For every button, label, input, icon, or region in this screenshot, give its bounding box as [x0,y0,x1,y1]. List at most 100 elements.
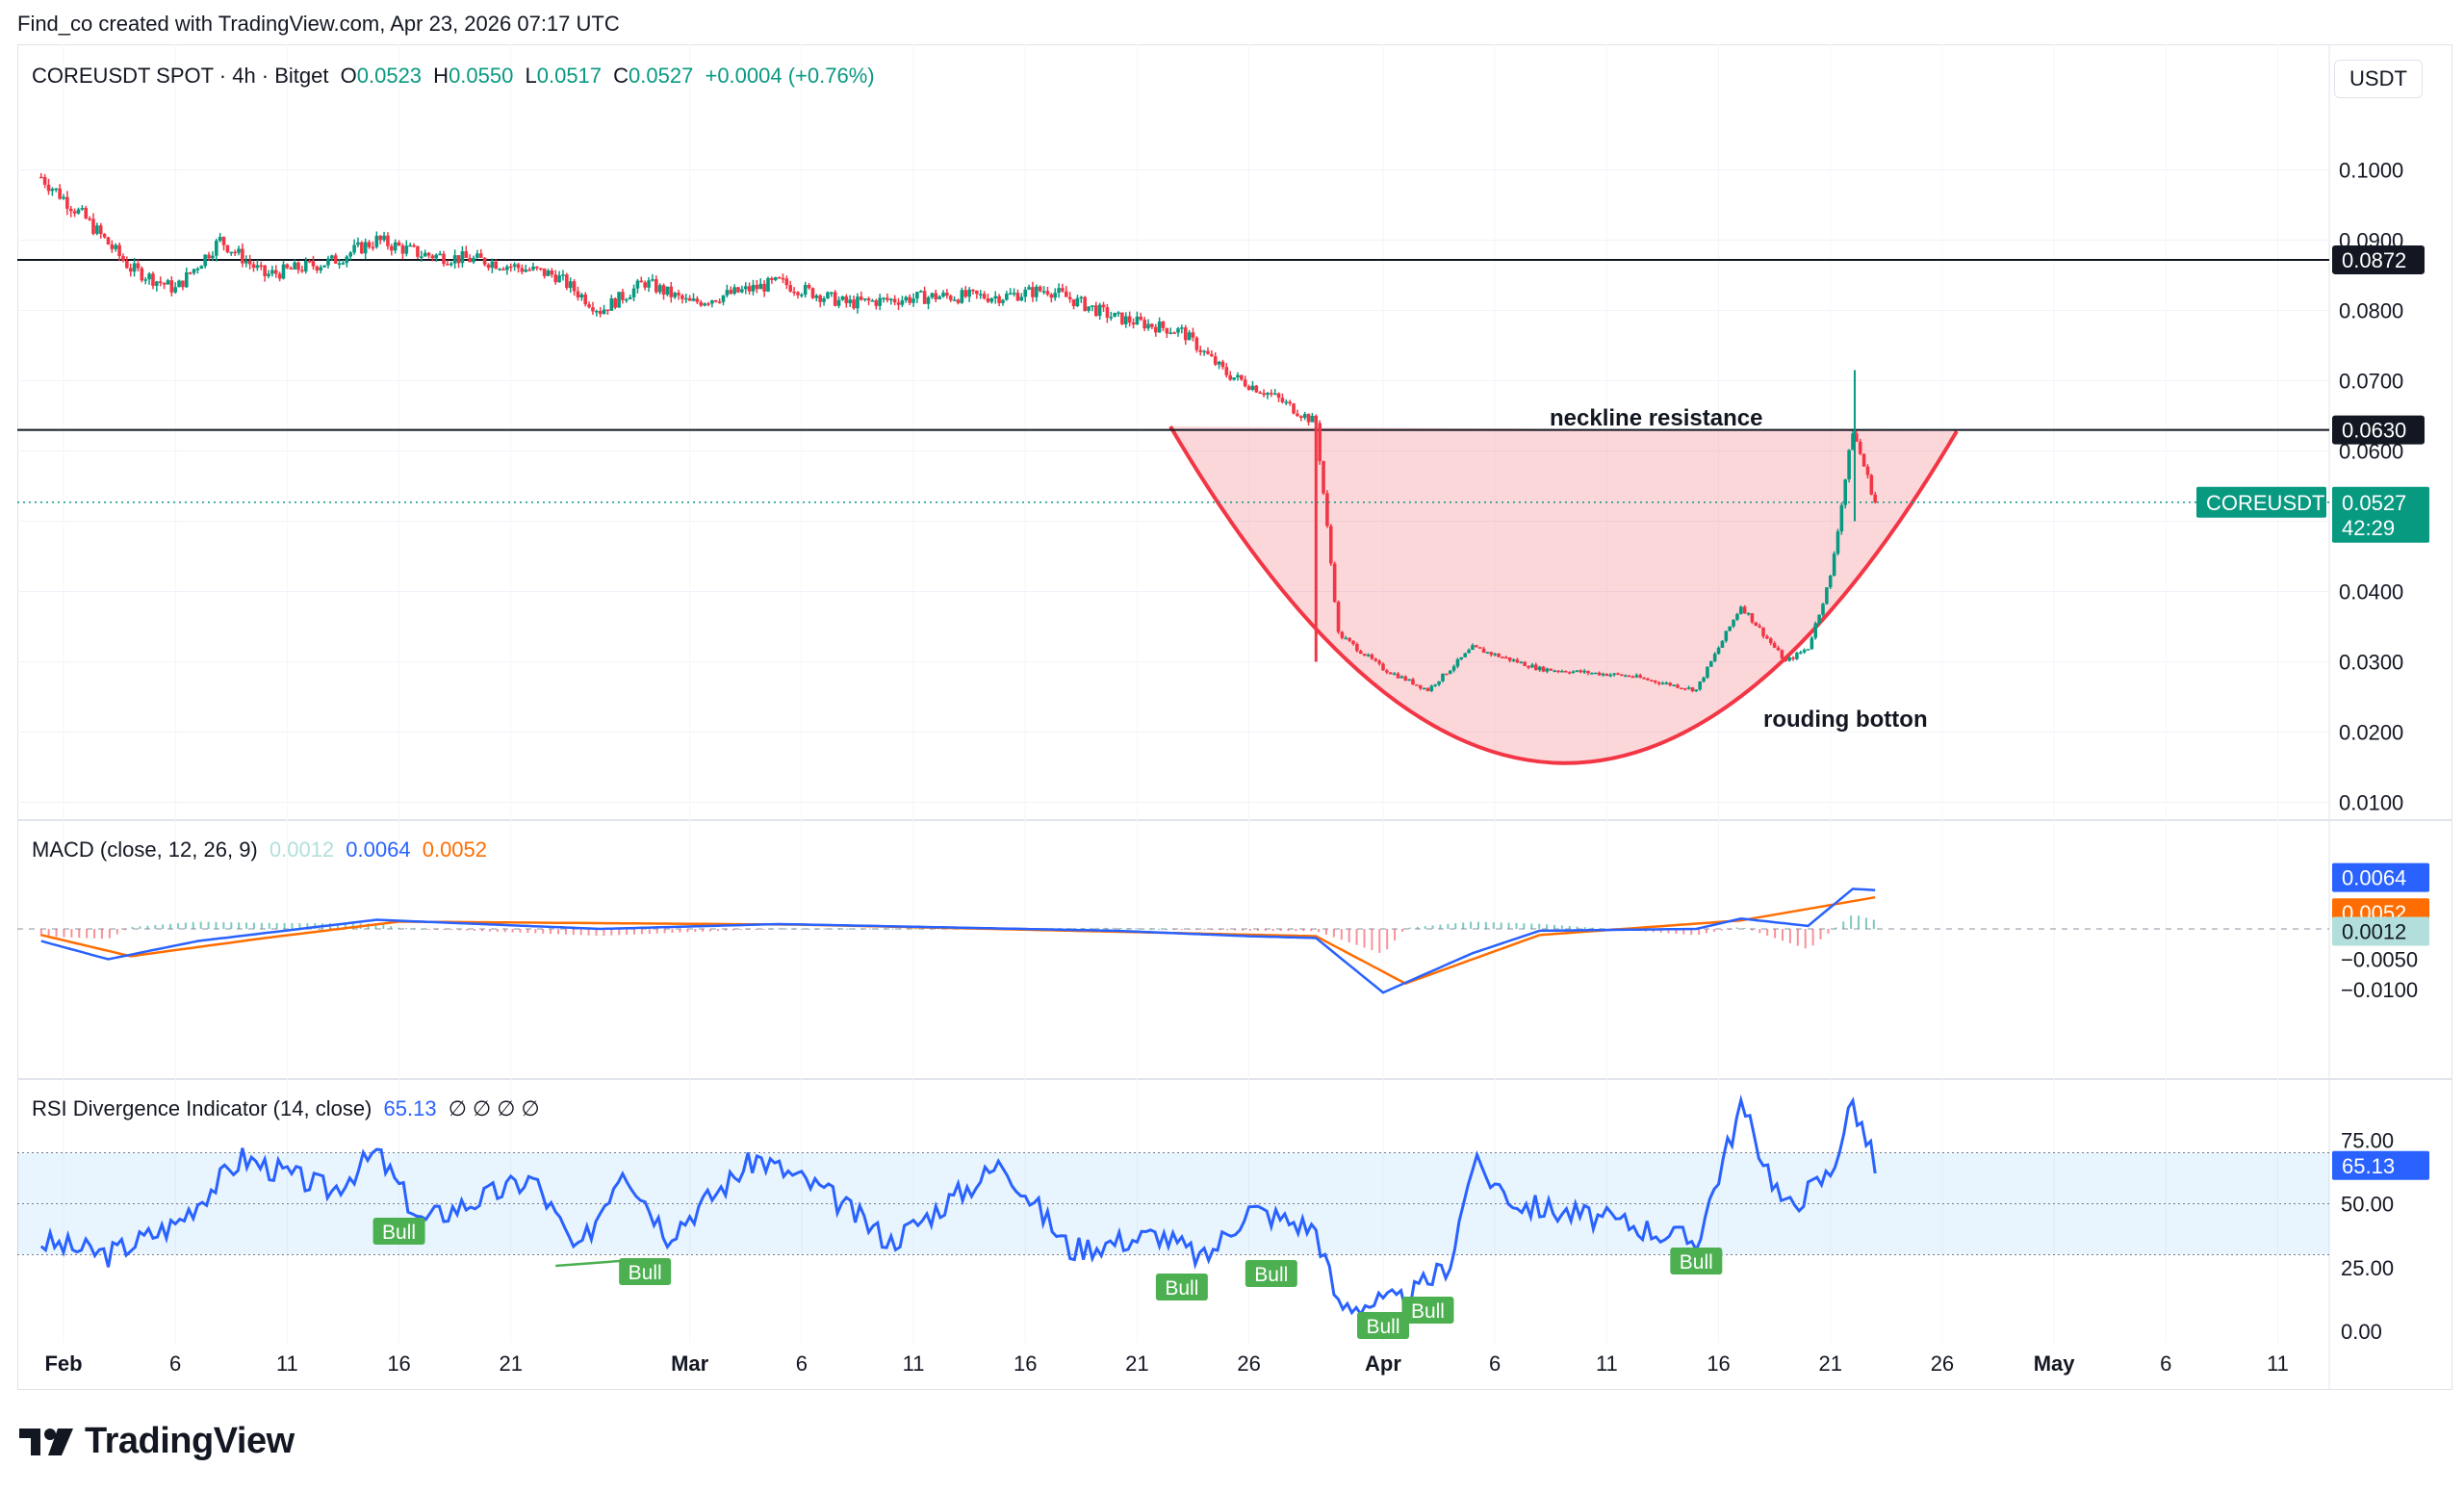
candle-body [1507,656,1512,661]
macd-hist-bar [1743,927,1746,929]
candle [1519,660,1524,664]
candle [732,284,736,296]
candle-body [1191,332,1195,338]
macd-hist-bar [1424,926,1426,929]
rsi-title[interactable]: RSI Divergence Indicator (14, close) [32,1096,372,1120]
candle-body [1847,450,1851,479]
candle-body [1578,670,1583,673]
candle [803,281,808,298]
candle-body [1399,676,1404,679]
candle-body [683,297,688,300]
macd-title[interactable]: MACD (close, 12, 26, 9) [32,837,258,862]
candle [1071,298,1076,310]
candle-body [326,258,330,266]
candle [285,263,290,270]
candle [882,296,886,303]
macd-hist-bar [1135,928,1138,930]
candle-body [856,296,860,309]
candle-body [315,266,320,270]
candle-body [904,296,909,301]
candle-body [1732,619,1735,627]
candle [263,265,267,282]
candle [501,267,505,271]
candle-body [1832,553,1836,577]
candle-body [1680,687,1683,690]
symbol-tag [2196,486,2326,518]
candle [1015,289,1020,302]
symbol-tag-label: COREUSDT [2206,491,2324,515]
candle-body [542,268,547,276]
macd-hist-bar [1348,929,1350,943]
bull-signal-label: Bull [1366,1316,1399,1338]
candle-body [65,196,69,209]
macd-hist-bar [1484,921,1487,929]
candle-body [565,274,569,289]
candle-body [699,301,704,306]
x-tick-label: 21 [1819,1351,1842,1376]
candle [1183,324,1188,346]
candle [50,187,55,196]
candle-body [460,250,465,264]
candle [1366,653,1371,657]
candle-body [147,273,151,280]
macd-hist-bar [770,928,773,930]
candle-body [1388,672,1393,675]
candle-body [1556,670,1560,673]
candle-body [244,260,248,264]
candle-body [1738,606,1743,614]
macd-hist-bar [1500,922,1502,929]
candle-body [1071,298,1076,307]
macd-hist-bar [404,928,407,930]
candle [1604,673,1609,677]
candle [1638,673,1643,679]
candle-body [717,301,722,303]
candle [46,178,51,195]
candle-body [390,245,394,251]
symbol-title[interactable]: COREUSDT SPOT · 4h · Bitget [32,64,329,88]
x-tick-label: 16 [1014,1351,1037,1376]
candle-body [1806,649,1810,651]
level-price-label: 0.0630 [2342,419,2406,443]
candle [941,290,945,298]
candle [1493,653,1497,656]
macd-hist-bar [1766,929,1769,936]
candle [918,290,923,293]
candle-body [1005,294,1009,300]
candle-body [930,293,935,297]
x-tick-label: 11 [903,1351,925,1376]
candle-body [289,268,294,270]
candle [800,293,804,298]
candle-body [1642,678,1646,680]
macd-signal-line [40,895,1876,986]
candle-body [1567,672,1572,674]
candle [1682,687,1687,691]
candle [609,295,614,311]
candle-body [1041,291,1046,293]
candle [393,239,398,254]
candle-body [1698,681,1702,690]
currency-button[interactable]: USDT [2334,60,2423,98]
candle-body [468,257,472,263]
candle [695,296,700,304]
x-tick-label: 6 [796,1351,808,1376]
macd-hist-bar [1782,929,1784,941]
candle [874,298,879,310]
candle-body [241,248,244,264]
candle [1079,296,1084,303]
candle [1243,375,1247,388]
candle [1656,681,1661,686]
candle [296,261,300,274]
candle-body [374,235,379,247]
macd-signal-value: 0.0052 [422,837,488,862]
macd-hist-bar [1583,927,1586,929]
candle [88,216,91,221]
candle [382,231,386,243]
price-tick-label: 0.0400 [2339,580,2403,605]
macd-hist-bar [868,928,871,930]
candle-body [1109,317,1114,319]
candle [1545,667,1550,674]
candle [654,275,658,295]
chart-frame[interactable] [17,44,2452,1390]
macd-hist-bar [618,929,621,936]
